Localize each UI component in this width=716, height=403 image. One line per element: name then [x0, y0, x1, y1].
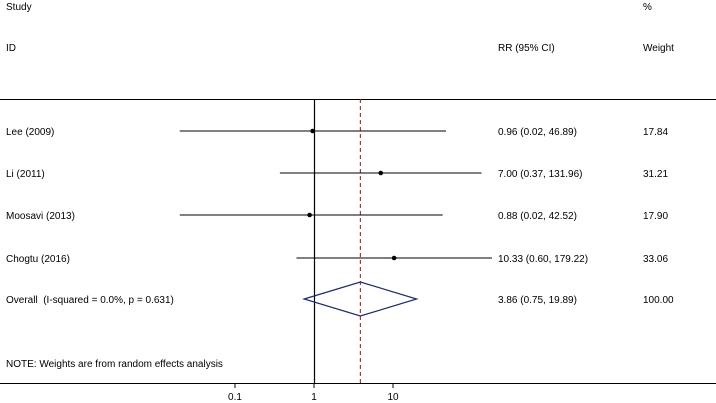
- overall-diamond: [302, 281, 419, 317]
- study-label: Chogtu (2016): [6, 254, 70, 265]
- header-percent: %: [643, 2, 652, 13]
- header-study: Study: [6, 2, 32, 13]
- note-text: NOTE: Weights are from random effects an…: [6, 359, 223, 370]
- point-estimate: [378, 170, 384, 176]
- weight-text: 17.84: [643, 127, 668, 138]
- x-tick-label: 0.1: [228, 392, 242, 403]
- header-weight: Weight: [643, 43, 674, 54]
- x-tick-label: 10: [387, 392, 399, 403]
- study-label: Li (2011): [6, 169, 45, 180]
- header-effect: RR (95% CI): [498, 43, 555, 54]
- overall-effect-text: 3.86 (0.75, 19.89): [498, 295, 577, 306]
- x-tick-label: 1: [311, 392, 317, 403]
- weight-text: 31.21: [643, 169, 668, 180]
- effect-size-text: 0.96 (0.02, 46.89): [498, 127, 577, 138]
- effect-size-text: 10.33 (0.60, 179.22): [498, 254, 588, 265]
- point-estimate: [307, 212, 312, 218]
- effect-size-text: 7.00 (0.37, 131.96): [498, 169, 583, 180]
- effect-size-text: 0.88 (0.02, 42.52): [498, 211, 577, 222]
- study-label: Moosavi (2013): [6, 211, 75, 222]
- header-id: ID: [6, 43, 16, 54]
- point-estimate: [310, 128, 315, 134]
- study-label: Lee (2009): [6, 127, 54, 138]
- weight-text: 33.06: [643, 254, 668, 265]
- overall-weight-text: 100.00: [643, 295, 674, 306]
- point-estimate: [391, 255, 397, 261]
- overall-label: Overall (I-squared = 0.0%, p = 0.631): [6, 295, 174, 306]
- weight-text: 17.90: [643, 211, 668, 222]
